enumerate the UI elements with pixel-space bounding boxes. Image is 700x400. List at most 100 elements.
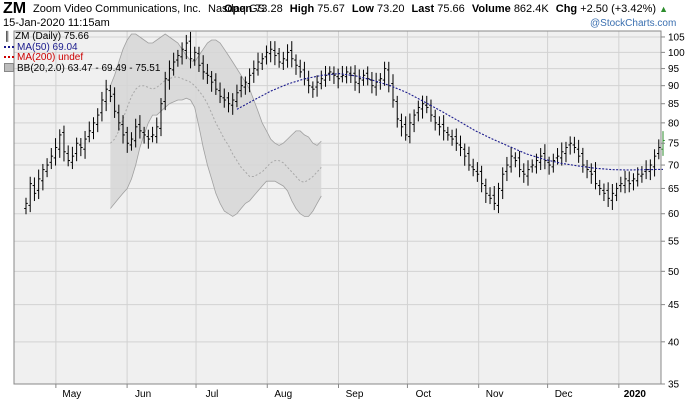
price-bar (298, 59, 303, 78)
price-bar (222, 88, 227, 108)
price-bar (576, 139, 581, 163)
price-bar (36, 169, 41, 200)
price-bar (614, 182, 619, 202)
price-bar (467, 146, 471, 171)
price-bar (24, 197, 28, 215)
price-bar (475, 162, 480, 182)
price-bar (572, 136, 577, 154)
plot-border (13, 30, 662, 385)
y-axis: 35 40 45 50 55 60 65 70 75 80 85 90 95 100 105 (661, 32, 685, 391)
open-value: 73.28 (255, 3, 283, 15)
price-bar (492, 185, 497, 211)
price-bar (264, 45, 269, 65)
price-bar (496, 182, 501, 214)
y-tick-label: 75 (668, 139, 680, 150)
price-bar (534, 153, 539, 174)
y-tick-label: 100 (668, 48, 685, 59)
price-bar (256, 52, 260, 76)
price-bar (547, 156, 551, 175)
price-bar-icon: ║ (4, 31, 11, 42)
price-bar (201, 55, 205, 80)
price-bar (505, 156, 509, 182)
price-bar (205, 63, 210, 84)
price-bar (399, 113, 404, 137)
x-tick-label: Sep (346, 389, 364, 400)
price-bar (640, 166, 644, 183)
price-bar (91, 117, 96, 140)
price-bar (471, 158, 475, 177)
price-bar (568, 136, 572, 155)
price-bar (239, 76, 243, 98)
price-bar (74, 137, 79, 162)
price-bar (306, 70, 311, 94)
legend-label: BB(20,2.0) 63.47 - 69.49 - 75.51 (17, 62, 161, 74)
price-bar (509, 146, 513, 173)
bollinger-middle-line (110, 76, 322, 183)
price-bar (209, 71, 214, 92)
price-bar (382, 61, 387, 86)
price-bar (336, 68, 340, 89)
price-bar (243, 76, 248, 95)
price-bar (171, 52, 176, 76)
price-bar (146, 129, 151, 149)
volume-value: 862.4K (513, 3, 549, 15)
price-bar (458, 135, 463, 157)
price-bar (332, 66, 336, 84)
price-bar (602, 183, 606, 202)
price-bar (610, 184, 615, 210)
price-bar (273, 41, 277, 66)
price-bar (294, 54, 298, 75)
price-bar (589, 163, 594, 184)
price-bar (395, 95, 400, 128)
price-bar (62, 125, 66, 162)
price-bar (365, 66, 370, 86)
ticker-symbol: ZM (3, 0, 27, 17)
y-tick-label: 35 (668, 380, 680, 391)
quote-bar: Open 73.28 High 75.67 Low 73.20 Last 75.… (224, 3, 668, 15)
y-tick-label: 80 (668, 118, 680, 129)
legend-item: MA(200) undef (4, 52, 83, 63)
last-label: Last (411, 3, 435, 15)
price-bar (117, 104, 121, 131)
bollinger-upper-line (110, 33, 322, 146)
price-bar (104, 79, 108, 112)
price-bar (488, 187, 492, 205)
price-bar (129, 132, 134, 151)
x-tick-label: 2020 (624, 389, 647, 400)
price-bar (517, 151, 522, 178)
price-bar (484, 178, 488, 203)
price-bar (652, 149, 657, 177)
dotted-line-icon (4, 45, 14, 48)
price-bar (230, 93, 235, 115)
price-bar (100, 91, 104, 122)
y-tick-label: 65 (668, 184, 680, 195)
price-bar (327, 66, 332, 81)
x-tick-label: Nov (486, 389, 504, 400)
price-bar (281, 51, 286, 71)
y-tick-label: 40 (668, 337, 680, 348)
watermark: @StockCharts.com (590, 18, 677, 29)
price-bar (538, 148, 543, 171)
price-bar (627, 171, 632, 193)
last-value: 75.66 (437, 3, 465, 15)
price-bar (289, 41, 294, 68)
bollinger-band (110, 34, 322, 217)
price-bar (420, 95, 425, 119)
x-tick-label: May (62, 389, 81, 400)
price-bar (188, 31, 193, 69)
price-bar (555, 148, 560, 165)
y-tick-label: 70 (668, 161, 680, 172)
price-bar (277, 48, 281, 68)
bollinger-lower-line (110, 97, 322, 217)
low-value: 73.20 (376, 3, 405, 15)
price-bar (41, 163, 45, 191)
exchange-name: Nasdaq GS (208, 3, 265, 15)
price-bar (159, 98, 163, 137)
price-bar (631, 173, 636, 191)
price-bar (70, 146, 75, 170)
price-bar (260, 53, 265, 71)
price-bar (357, 69, 362, 94)
legend-label: ZM (Daily) 75.66 (15, 31, 89, 42)
company-name: Zoom Video Communications, Inc. Nasdaq G… (33, 3, 265, 15)
